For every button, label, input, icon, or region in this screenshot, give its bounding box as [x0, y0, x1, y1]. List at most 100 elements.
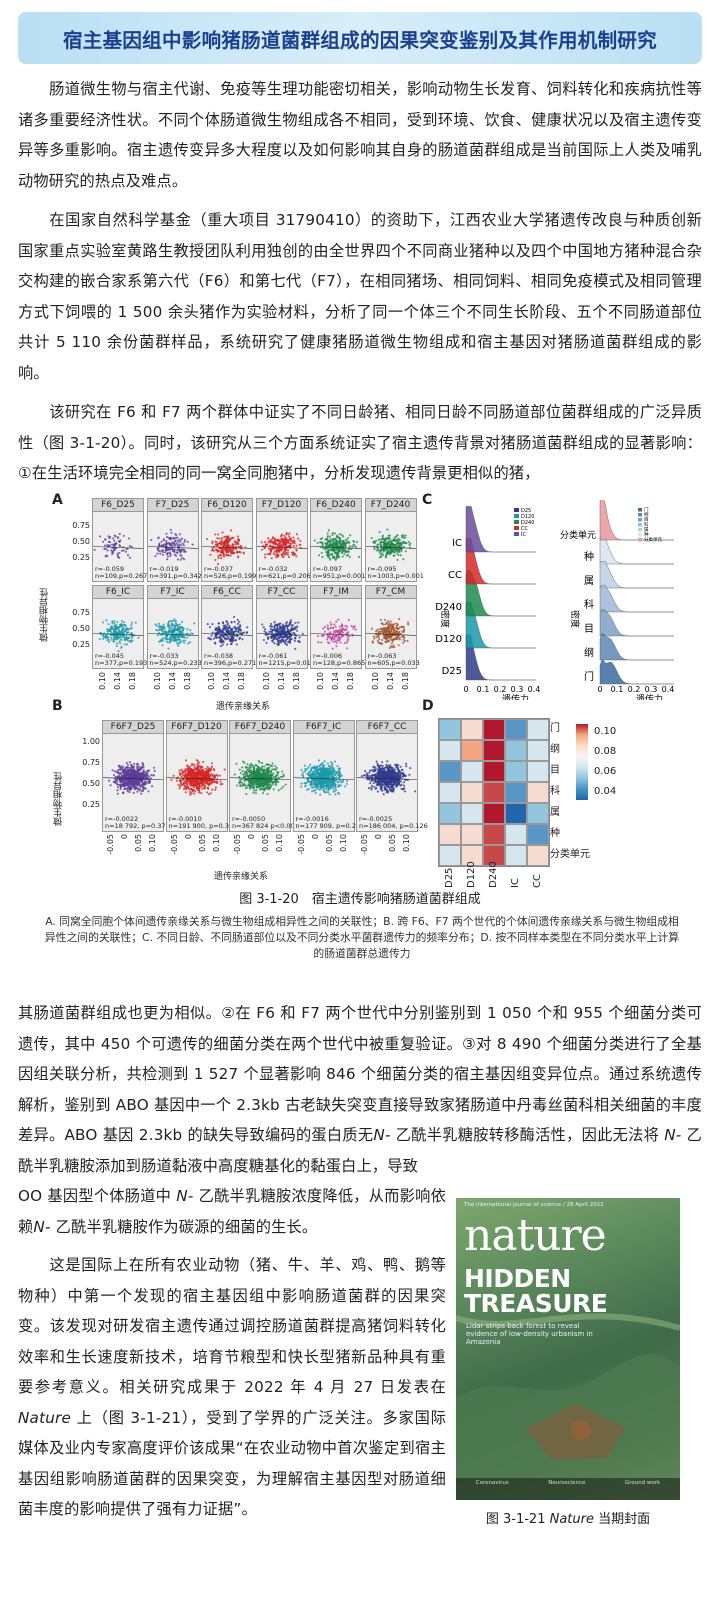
scatter-point [235, 541, 238, 544]
scatter-point [299, 768, 303, 772]
stat-r: r=-0.045 [95, 652, 125, 660]
scatter-point [245, 771, 248, 774]
scatter-point [334, 625, 337, 628]
scatter-point [259, 781, 262, 784]
scatter-point [322, 775, 325, 778]
scatter-point [125, 761, 128, 764]
scatter-point [331, 538, 334, 541]
scatter-point [316, 780, 319, 783]
scatter-point [173, 553, 176, 556]
scatter-point [224, 553, 228, 556]
scatter-point [356, 540, 359, 544]
scatter-point [351, 545, 354, 548]
scatter-point [226, 643, 229, 646]
scatter-point [232, 639, 235, 642]
scatter-point [268, 553, 271, 556]
scatter-point [313, 767, 316, 770]
scatter-point [181, 542, 184, 545]
scatter-point [230, 537, 233, 540]
stat-n: n=621,p=0.206 [258, 572, 311, 580]
scatter-point [264, 633, 267, 637]
scatter-point [400, 534, 403, 537]
scatter-point [234, 541, 237, 544]
scatter-point [171, 624, 174, 627]
scatter-point [153, 769, 156, 773]
scatter-point [196, 781, 199, 785]
scatter-point [238, 768, 241, 771]
scatter-point [104, 538, 107, 541]
scatter-point [262, 630, 266, 633]
panel-a-xtick: 0.10 [261, 672, 271, 690]
scatter-point [317, 641, 320, 644]
scatter-point [389, 552, 392, 555]
panel-a-scatter [147, 618, 198, 650]
scatter-point [377, 549, 380, 552]
scatter-point [131, 639, 134, 642]
scatter-point [337, 556, 341, 559]
scatter-point [218, 780, 221, 783]
scatter-point [221, 643, 224, 646]
scatter-point [233, 551, 236, 554]
scatter-point [347, 550, 350, 553]
scatter-point [258, 774, 261, 777]
scatter-point [350, 625, 353, 628]
scatter-point [181, 635, 184, 639]
scatter-point [296, 537, 299, 540]
scatter-point [213, 788, 216, 791]
scatter-point [335, 780, 339, 783]
scatter-point [352, 539, 355, 543]
scatter-point [174, 639, 177, 642]
scatter-point [395, 534, 399, 537]
scatter-point [395, 622, 398, 625]
scatter-point [221, 531, 224, 534]
scatter-point [380, 642, 383, 645]
scatter-point [109, 784, 112, 787]
panel-a-scatter [147, 528, 198, 561]
scatter-point [113, 539, 116, 542]
scatter-point [275, 783, 278, 787]
scatter-point [174, 629, 177, 632]
scatter-point [261, 773, 264, 776]
scatter-point [266, 763, 270, 766]
scatter-point [183, 639, 186, 642]
scatter-point [269, 549, 272, 553]
scatter-point [182, 549, 185, 552]
scatter-point [266, 553, 269, 556]
scatter-point [230, 629, 233, 633]
scatter-point [339, 545, 342, 548]
scatter-point [284, 553, 287, 556]
scatter-point [98, 637, 101, 641]
scatter-point [239, 772, 242, 775]
scatter-point [335, 776, 338, 779]
stat-n: n=18 792, p=0.373 [105, 822, 170, 830]
scatter-point [383, 541, 386, 544]
panel-a-facet-body [202, 599, 252, 668]
scatter-point [150, 773, 153, 777]
scatter-point [215, 544, 218, 547]
scatter-point [207, 637, 210, 640]
scatter-point [301, 771, 304, 774]
scatter-point [175, 779, 178, 782]
scatter-point [216, 537, 219, 540]
scatter-point [236, 551, 239, 554]
scatter-point [388, 541, 391, 544]
scatter-point [353, 544, 356, 547]
scatter-point [275, 551, 278, 554]
regression-line [311, 633, 361, 636]
scatter-point [171, 636, 174, 639]
scatter-point [204, 767, 207, 770]
scatter-point [343, 785, 346, 788]
scatter-point [210, 788, 213, 791]
scatter-point [298, 543, 301, 547]
scatter-point [160, 630, 163, 633]
scatter-point [211, 623, 214, 626]
scatter-point [389, 620, 392, 623]
scatter-point [387, 639, 390, 642]
scatter-point [136, 788, 139, 791]
scatter-point [116, 620, 119, 624]
panel-b-facet-title: F6F7_IC [293, 721, 354, 734]
panel-a-facet-title: F7_CM [365, 586, 416, 599]
scatter-point [332, 769, 336, 772]
scatter-point [313, 539, 316, 542]
scatter-point [285, 539, 288, 542]
